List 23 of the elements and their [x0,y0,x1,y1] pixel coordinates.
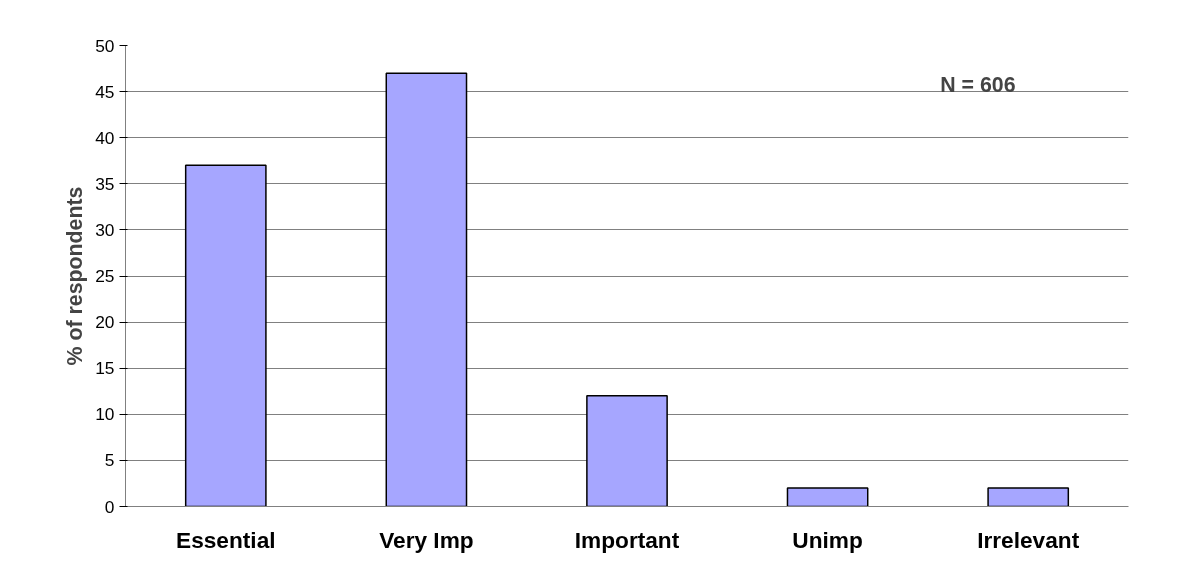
bar [586,395,668,507]
y-tick-label: 30 [95,219,115,240]
x-tick-label: Important [574,526,680,553]
bar [184,164,267,507]
bar [987,487,1070,507]
annotation: N = 606 [940,72,1016,97]
y-tick-label: 25 [95,266,115,286]
y-tick-label: 40 [95,127,115,148]
x-tick-label: Unimp [792,526,863,553]
y-tick-label: 50 [95,35,115,56]
y-tick-label: 5 [104,450,115,471]
bar [786,487,869,507]
x-tick-label: Irrelevant [977,526,1080,553]
y-tick-label: 0 [104,496,115,517]
y-axis-title: % of respondents [63,186,88,366]
y-tick-label: 20 [95,312,115,333]
x-tick-label: Essential [176,526,276,553]
y-tick-label: 45 [95,81,115,102]
y-tick-label: 15 [95,358,115,379]
y-tick-label: 35 [95,173,115,194]
bar [385,72,468,507]
x-tick-label: Very Imp [379,526,474,553]
y-tick-label: 10 [95,404,115,425]
